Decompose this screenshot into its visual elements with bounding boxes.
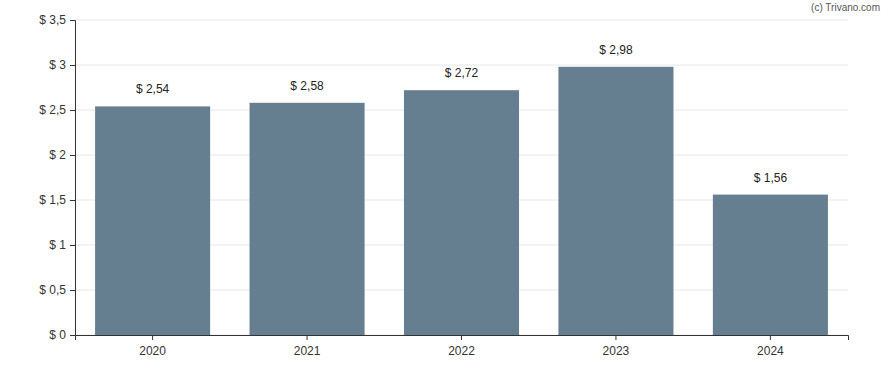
y-tick: $ 1 [49, 238, 75, 252]
data-label: $ 2,54 [136, 82, 170, 96]
x-tick-label: 2020 [139, 344, 166, 358]
x-tick-label: 2024 [757, 344, 784, 358]
x-tick: 2020 [139, 335, 166, 358]
y-tick-label: $ 1 [49, 238, 66, 252]
y-tick: $ 3,5 [39, 13, 75, 27]
bar [558, 67, 673, 335]
y-tick-mark [70, 200, 75, 201]
y-tick: $ 1,5 [39, 193, 75, 207]
y-tick-mark [70, 245, 75, 246]
y-tick: $ 2 [49, 148, 75, 162]
x-axis-line [76, 336, 849, 341]
y-tick-mark [70, 335, 75, 336]
y-tick-mark [70, 155, 75, 156]
bar [713, 195, 828, 335]
y-axis-line [70, 21, 76, 336]
x-tick-label: 2023 [603, 344, 630, 358]
data-labels: $ 2,54 $ 2,58 $ 2,72 $ 2,98 $ 1,56 [136, 43, 787, 185]
x-tick-mark [307, 335, 308, 340]
y-tick-mark [70, 65, 75, 66]
bar [404, 90, 519, 335]
data-label: $ 2,72 [445, 66, 479, 80]
y-tick-label: $ 3,5 [39, 13, 66, 27]
grid-line [75, 20, 848, 21]
y-tick-mark [70, 290, 75, 291]
y-tick-label: $ 0,5 [39, 283, 66, 297]
x-tick-mark [461, 335, 462, 340]
data-label: $ 2,98 [599, 43, 633, 57]
bar [95, 106, 210, 335]
x-tick-label: 2021 [294, 344, 321, 358]
y-tick-mark [70, 20, 75, 21]
grid [75, 20, 848, 335]
y-tick-label: $ 2,5 [39, 103, 66, 117]
y-tick: $ 0 [49, 328, 75, 342]
y-axis: $ 0 $ 0,5 $ 1 $ 1,5 $ 2 $ 2,5 $ 3 $ 3,5 [39, 13, 75, 342]
data-label: $ 1,56 [754, 171, 788, 185]
plot: $ 0 $ 0,5 $ 1 $ 1,5 $ 2 $ 2,5 $ 3 $ 3,5 2020 2021… [39, 13, 848, 357]
y-tick-label: $ 3 [49, 58, 66, 72]
x-tick-mark [770, 335, 771, 340]
x-tick-mark [615, 335, 616, 340]
x-tick-label: 2022 [448, 344, 475, 358]
y-tick: $ 2,5 [39, 103, 75, 117]
data-label: $ 2,58 [290, 79, 324, 93]
y-tick-label: $ 0 [49, 328, 66, 342]
y-tick-mark [70, 110, 75, 111]
chart: $ 0 $ 0,5 $ 1 $ 1,5 $ 2 $ 2,5 $ 3 $ 3,5 2020 2021… [0, 0, 888, 370]
x-tick-mark [152, 335, 153, 340]
x-tick: 2023 [603, 335, 630, 358]
y-tick: $ 0,5 [39, 283, 75, 297]
annotation: (c) Trivano.com [811, 2, 880, 13]
x-tick: 2022 [448, 335, 475, 358]
x-tick: 2021 [294, 335, 321, 358]
bars [95, 67, 828, 335]
y-tick-label: $ 1,5 [39, 193, 66, 207]
x-axis: 2020 2021 2022 2023 2024 [76, 335, 849, 358]
y-tick-label: $ 2 [49, 148, 66, 162]
x-tick: 2024 [757, 335, 784, 358]
y-tick: $ 3 [49, 58, 75, 72]
bar [250, 103, 365, 335]
